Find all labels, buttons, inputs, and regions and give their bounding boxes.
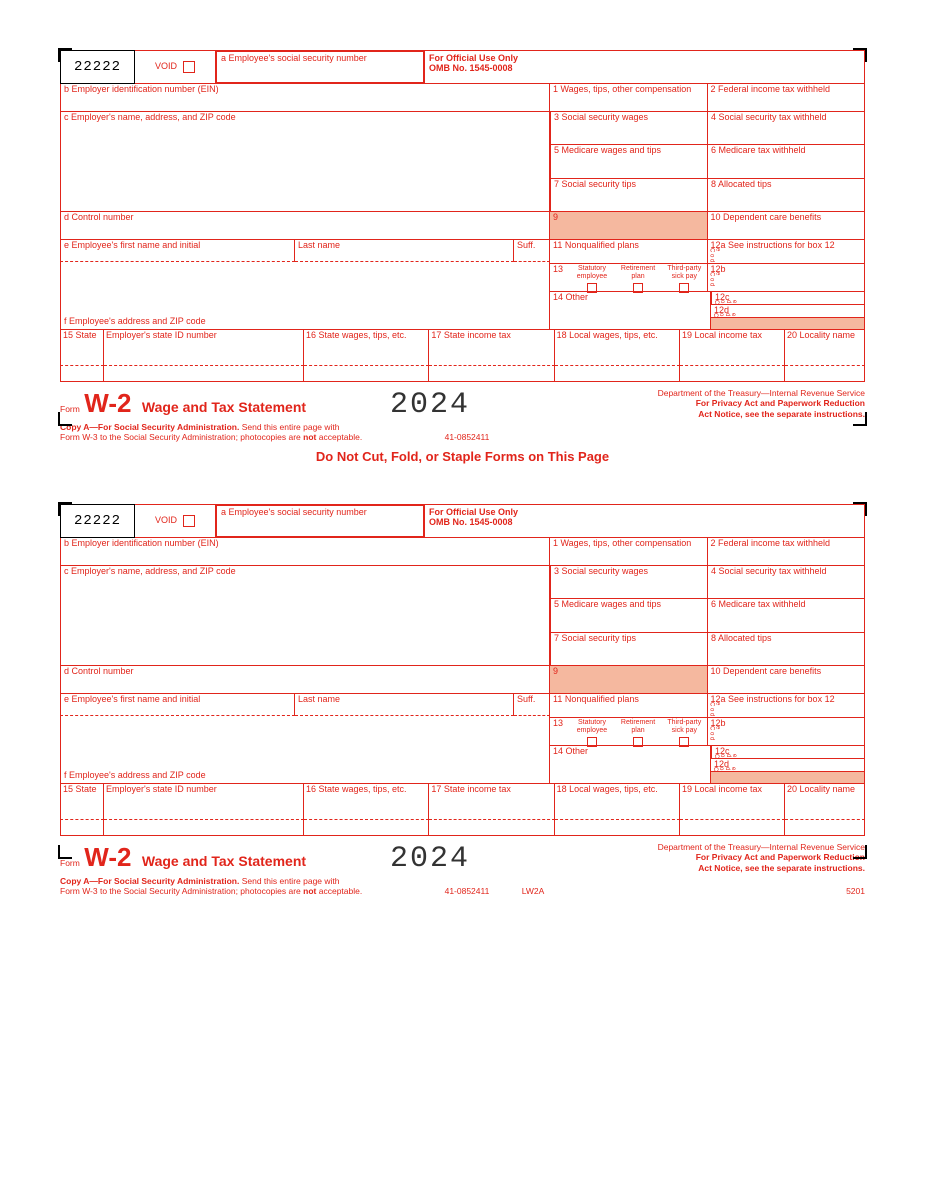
crop-mark-br bbox=[853, 412, 867, 426]
box-e-first: e Employee's first name and initial bbox=[60, 694, 295, 716]
box-e-last: Last name bbox=[295, 694, 514, 716]
official-use: For Official Use Only OMB No. 1545-0008 bbox=[425, 50, 865, 84]
box-d: d Control number bbox=[60, 212, 550, 240]
official-line1: For Official Use Only bbox=[429, 53, 860, 63]
box-12b: 12bC o d e bbox=[708, 718, 866, 746]
box-12b: 12bC o d e bbox=[708, 264, 866, 292]
do-not-cut-warning: Do Not Cut, Fold, or Staple Forms on Thi… bbox=[60, 449, 865, 464]
box-10: 10 Dependent care benefits bbox=[708, 666, 866, 694]
copy-a-line: Copy A—For Social Security Administratio… bbox=[60, 876, 865, 897]
box-12-shade bbox=[711, 318, 865, 330]
box-9: 9 bbox=[550, 666, 708, 694]
state-row: 15 State Employer's state ID number 16 S… bbox=[60, 784, 865, 820]
void-box: VOID bbox=[135, 504, 215, 538]
box-a-ssn: a Employee's social security number bbox=[215, 50, 425, 84]
box-3: 3 Social security wages bbox=[550, 112, 708, 145]
box-2: 2 Federal income tax withheld bbox=[708, 84, 866, 112]
crop-mark-bl bbox=[58, 412, 72, 426]
box-a-label: a Employee's social security number bbox=[221, 54, 419, 64]
tax-year: 2024 bbox=[390, 842, 470, 876]
box-12a: 12a See instructions for box 12C o d e bbox=[708, 240, 866, 264]
box-e-suff: Suff. bbox=[514, 694, 550, 716]
box-e-last: Last name bbox=[295, 240, 514, 262]
box-7: 7 Social security tips bbox=[550, 179, 708, 212]
box-8: 8 Allocated tips bbox=[708, 179, 865, 212]
box-c: c Employer's name, address, and ZIP code bbox=[60, 112, 550, 212]
box-b: b Employer identification number (EIN) bbox=[60, 538, 550, 566]
box-12d: 12dC o d e bbox=[711, 305, 865, 318]
box-10: 10 Dependent care benefits bbox=[708, 212, 866, 240]
box-13: 13 Statutory employee Retirement plan Th… bbox=[550, 264, 708, 292]
form-footer: Form W-2 Wage and Tax Statement 2024 Dep… bbox=[60, 388, 865, 422]
box-13: 13 Statutory employee Retirement plan Th… bbox=[550, 718, 708, 746]
box-e-suff: Suff. bbox=[514, 240, 550, 262]
box-b: b Employer identification number (EIN) bbox=[60, 84, 550, 112]
copy-a-line: Copy A—For Social Security Administratio… bbox=[60, 422, 865, 443]
w2-form-bottom: 22222 VOID a Employee's social security … bbox=[60, 504, 865, 897]
box-5: 5 Medicare wages and tips bbox=[550, 145, 708, 178]
box-12c: 12cC o d e bbox=[711, 292, 865, 305]
box-12c: 12cC o d e bbox=[711, 746, 865, 759]
box-9: 9 bbox=[550, 212, 708, 240]
box-f: f Employee's address and ZIP code bbox=[60, 262, 550, 330]
void-label: VOID bbox=[155, 62, 177, 72]
box-6: 6 Medicare tax withheld bbox=[708, 599, 865, 632]
box-2: 2 Federal income tax withheld bbox=[708, 538, 866, 566]
box-7: 7 Social security tips bbox=[550, 633, 708, 666]
tax-year: 2024 bbox=[390, 388, 470, 422]
void-checkbox[interactable] bbox=[183, 61, 195, 73]
form-footer: Form W-2 Wage and Tax Statement 2024 Dep… bbox=[60, 842, 865, 876]
official-line2: OMB No. 1545-0008 bbox=[429, 63, 860, 73]
void-box: VOID bbox=[135, 50, 215, 84]
box-e-first: e Employee's first name and initial bbox=[60, 240, 295, 262]
box-12a: 12a See instructions for box 12C o d e bbox=[708, 694, 866, 718]
box-5: 5 Medicare wages and tips bbox=[550, 599, 708, 632]
crop-mark-tl bbox=[58, 48, 72, 62]
box-11: 11 Nonqualified plans bbox=[550, 240, 708, 264]
box-4: 4 Social security tax withheld bbox=[708, 566, 865, 599]
crop-mark-tr bbox=[853, 48, 867, 62]
w2-title: W-2 bbox=[84, 388, 131, 418]
box-14: 14 Other bbox=[550, 746, 711, 784]
box-a-ssn: a Employee's social security number bbox=[215, 504, 425, 538]
box-8: 8 Allocated tips bbox=[708, 633, 865, 666]
box-14: 14 Other bbox=[550, 292, 711, 330]
box-1: 1 Wages, tips, other compensation bbox=[550, 84, 708, 112]
w2-title: W-2 bbox=[84, 842, 131, 872]
box-1: 1 Wages, tips, other compensation bbox=[550, 538, 708, 566]
box-6: 6 Medicare tax withheld bbox=[708, 145, 865, 178]
official-use: For Official Use OnlyOMB No. 1545-0008 bbox=[425, 504, 865, 538]
box-11: 11 Nonqualified plans bbox=[550, 694, 708, 718]
box-12d: 12dC o d e bbox=[711, 759, 865, 772]
box-d: d Control number bbox=[60, 666, 550, 694]
box-3: 3 Social security wages bbox=[550, 566, 708, 599]
state-row: 15 State Employer's state ID number 16 S… bbox=[60, 330, 865, 366]
box-c: c Employer's name, address, and ZIP code bbox=[60, 566, 550, 666]
void-checkbox[interactable] bbox=[183, 515, 195, 527]
w2-form-top: 22222 VOID a Employee's social security … bbox=[60, 50, 865, 464]
box-f: f Employee's address and ZIP code bbox=[60, 716, 550, 784]
box-4: 4 Social security tax withheld bbox=[708, 112, 865, 145]
